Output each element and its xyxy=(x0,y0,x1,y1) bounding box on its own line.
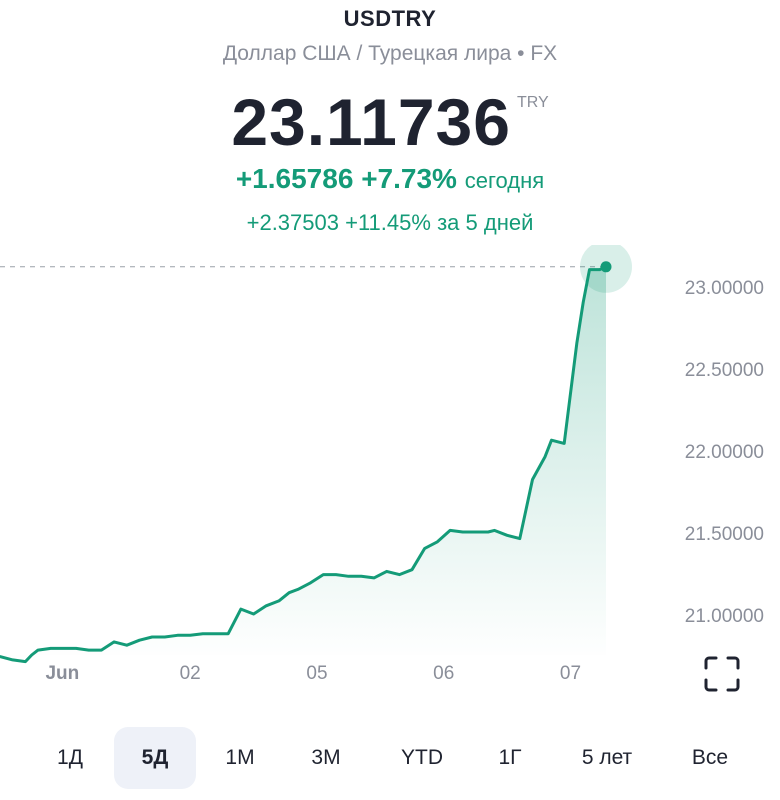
y-tick-label: 21.00000 xyxy=(685,606,764,627)
period-5y[interactable]: 5 лет xyxy=(581,746,633,769)
five-day-change: +2.37503 +11.45% за 5 дней xyxy=(0,210,780,236)
price-area xyxy=(0,266,606,662)
daily-change-label: сегодня xyxy=(464,168,545,193)
five-day-change-pct: +11.45% xyxy=(345,210,431,235)
period-all[interactable]: Все xyxy=(691,746,729,769)
y-tick-label: 23.00000 xyxy=(685,278,764,299)
price-chart[interactable]: 23.00000 22.50000 22.00000 21.50000 21.00000… xyxy=(0,245,780,705)
instrument-name: Доллар США / Турецкая лира • FX xyxy=(222,42,558,65)
y-tick-label: 22.50000 xyxy=(685,360,764,381)
period-1y[interactable]: 1Г xyxy=(498,746,522,769)
period-ytd[interactable]: YTD xyxy=(401,746,443,769)
current-price: 23.11736 xyxy=(231,85,511,159)
period-3m[interactable]: 3М xyxy=(311,746,341,769)
period-1m[interactable]: 1М xyxy=(225,746,255,769)
period-selector: 1Д 5Д 1М 3М YTD 1Г 5 лет Все xyxy=(0,727,780,789)
period-5d[interactable]: 5Д xyxy=(114,727,196,789)
y-tick-label: 22.00000 xyxy=(685,442,764,463)
x-tick-label: 07 xyxy=(560,663,581,684)
x-tick-label: 05 xyxy=(306,663,327,684)
last-point-marker xyxy=(600,261,612,273)
y-tick-label: 21.50000 xyxy=(685,524,764,545)
five-day-change-abs: +2.37503 xyxy=(246,210,339,235)
daily-change-abs: +1.65786 xyxy=(235,163,354,194)
x-tick-label: 02 xyxy=(180,663,201,684)
daily-change-pct: +7.73% xyxy=(361,163,457,194)
ticker-symbol: USDTRY xyxy=(343,6,437,31)
fullscreen-button[interactable] xyxy=(700,652,744,696)
x-tick-label: 06 xyxy=(433,663,454,684)
currency-label: TRY xyxy=(516,94,549,111)
price-row: 23.11736 TRY xyxy=(0,84,780,160)
x-tick-label: Jun xyxy=(45,663,79,684)
fullscreen-icon xyxy=(704,656,740,692)
price-line xyxy=(0,265,608,664)
daily-change: +1.65786 +7.73% сегодня xyxy=(0,163,780,195)
period-1d[interactable]: 1Д xyxy=(57,746,83,769)
five-day-change-label: за 5 дней xyxy=(437,210,534,235)
